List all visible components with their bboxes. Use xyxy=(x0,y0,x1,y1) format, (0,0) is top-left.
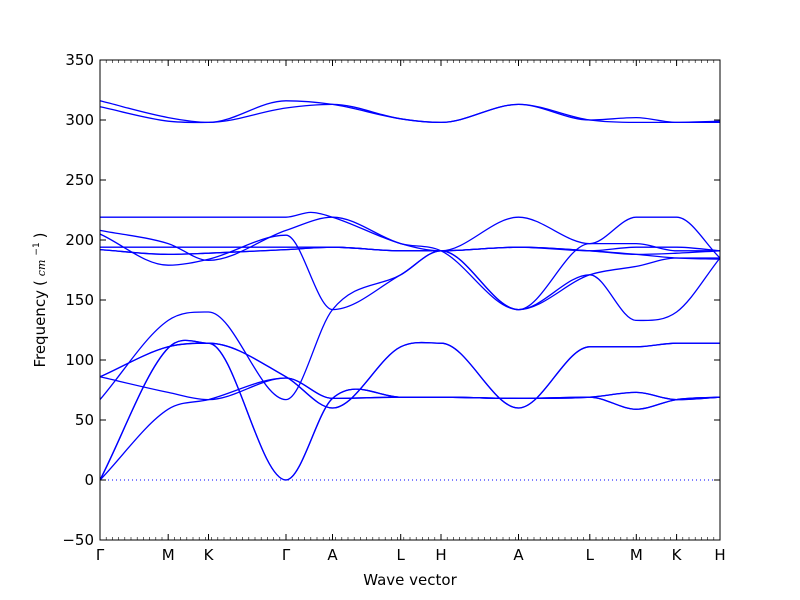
band-line-14 xyxy=(99,376,721,410)
y-axis-label-exponent: −1 xyxy=(32,242,42,255)
x-tick-label: K xyxy=(672,546,683,564)
y-tick-label: 350 xyxy=(65,51,94,69)
y-tick-label: 150 xyxy=(65,291,94,309)
y-axis-ticks: −50 0 50 100 150 200 250 300 350 xyxy=(62,51,720,549)
x-tick-label: H xyxy=(714,546,725,564)
y-tick-label: 200 xyxy=(65,231,94,249)
x-tick-label: H xyxy=(435,546,446,564)
x-tick-label: Γ xyxy=(96,546,105,564)
x-axis-label: Wave vector xyxy=(363,571,457,589)
x-tick-label: K xyxy=(204,546,215,564)
x-tick-label: L xyxy=(586,546,595,564)
x-tick-label: A xyxy=(327,546,338,564)
x-tick-label: L xyxy=(397,546,406,564)
y-tick-label: 0 xyxy=(84,471,94,489)
band-line-2 xyxy=(99,103,720,124)
x-tick-label: Γ xyxy=(282,546,291,564)
band-line-4 xyxy=(99,216,720,311)
y-axis-label-group: Frequency ( cm −1 ) xyxy=(26,232,49,367)
y-tick-label: 50 xyxy=(75,411,94,429)
y-axis-label: Frequency xyxy=(31,290,49,368)
x-tick-label: M xyxy=(630,546,643,564)
y-axis-label-unit: cm xyxy=(35,260,48,277)
y-axis-label-open-paren: ( xyxy=(31,280,49,286)
svg-text:Frequency ( cm: Frequency ( cm −1 ) xyxy=(26,232,49,367)
y-tick-label: −50 xyxy=(62,531,94,549)
band-line-15 xyxy=(99,250,720,401)
band-line-8 xyxy=(99,246,721,260)
series-layer xyxy=(99,100,721,481)
x-tick-label: A xyxy=(513,546,524,564)
y-tick-label: 100 xyxy=(65,351,94,369)
y-tick-label: 300 xyxy=(65,111,94,129)
x-tick-label: M xyxy=(162,546,175,564)
y-tick-label: 250 xyxy=(65,171,94,189)
y-axis-label-close-paren: ) xyxy=(31,232,49,238)
